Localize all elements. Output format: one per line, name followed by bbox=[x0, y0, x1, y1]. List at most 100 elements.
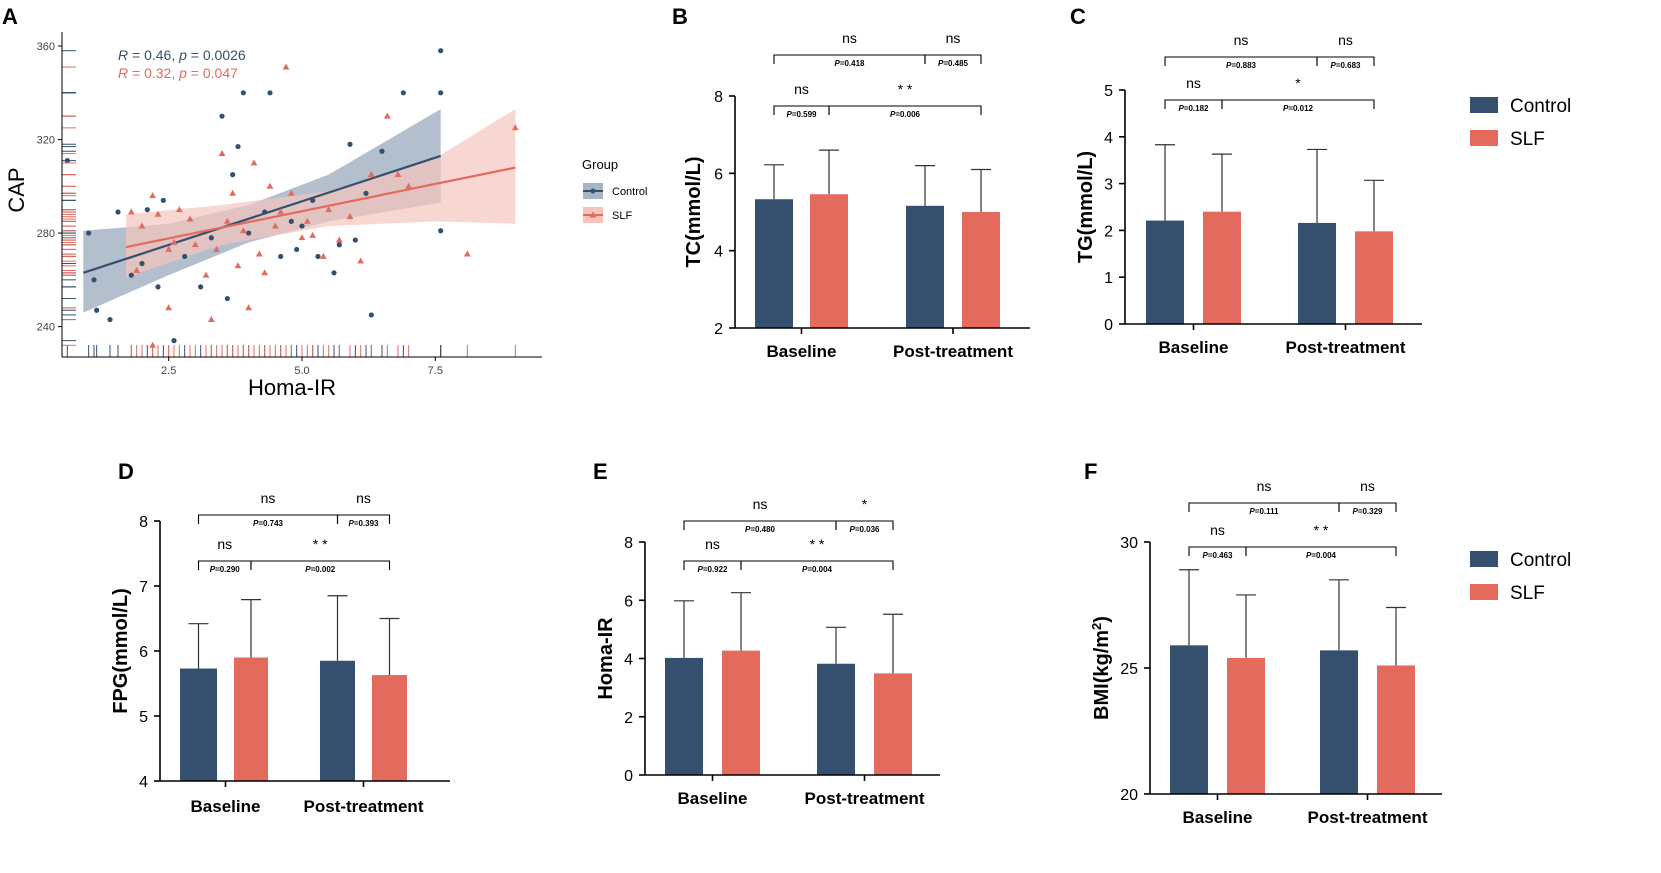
bar-control bbox=[180, 668, 217, 781]
significance-mark: * * bbox=[898, 81, 913, 97]
p-value-label: P=0.004 bbox=[802, 565, 833, 574]
significance-bracket bbox=[1221, 99, 1375, 109]
p-symbol: P bbox=[1352, 507, 1358, 516]
a-y-tick-label: 280 bbox=[37, 228, 55, 240]
significance-bracket bbox=[924, 54, 982, 64]
p-symbol: P bbox=[1306, 551, 1312, 560]
p-symbol: P bbox=[938, 59, 944, 68]
p-symbol: P bbox=[745, 525, 751, 534]
point-slf bbox=[346, 213, 354, 220]
significance-mark: * * bbox=[1314, 522, 1329, 538]
point-control bbox=[363, 190, 369, 196]
p-value-label: P=0.111 bbox=[1249, 507, 1279, 516]
y-axis-label: Homa-IR bbox=[595, 617, 617, 700]
significance-mark: ns bbox=[705, 536, 720, 552]
r-value: = 0.32, bbox=[128, 65, 179, 81]
category-label: Post-treatment bbox=[304, 797, 424, 816]
confidence-band-slf bbox=[126, 109, 516, 278]
legend-top-swatch-slf bbox=[1470, 130, 1498, 146]
p-value: =0.485 bbox=[943, 59, 968, 68]
a-legend-marker-control bbox=[590, 188, 596, 194]
rug-marks bbox=[62, 50, 516, 357]
a-stat-control: R = 0.46, p = 0.0026 bbox=[118, 47, 246, 63]
point-slf bbox=[149, 192, 157, 199]
point-control bbox=[139, 260, 145, 267]
a-y-tick-label: 320 bbox=[37, 135, 55, 147]
legend-bottom: Control SLF bbox=[1470, 550, 1571, 604]
y-tick-label: 1 bbox=[1104, 270, 1113, 287]
p-value-label: P=0.004 bbox=[1306, 551, 1337, 560]
significance-mark: * * bbox=[810, 536, 825, 552]
y-tick-label: 4 bbox=[1104, 130, 1113, 147]
point-slf bbox=[394, 171, 402, 178]
point-control bbox=[240, 90, 246, 96]
a-x-tick-label: 2.5 bbox=[161, 365, 176, 377]
point-slf bbox=[127, 208, 135, 215]
significance-bracket bbox=[1245, 546, 1397, 556]
point-slf bbox=[133, 266, 141, 273]
point-slf bbox=[239, 227, 247, 234]
y-tick-label: 6 bbox=[139, 644, 148, 661]
significance-bracket bbox=[835, 520, 894, 530]
p-value-label: P=0.012 bbox=[1283, 104, 1314, 113]
a-y-tick-label: 240 bbox=[37, 322, 55, 334]
point-slf bbox=[277, 208, 285, 215]
bar-control bbox=[1170, 645, 1208, 794]
point-slf bbox=[271, 222, 279, 229]
point-control bbox=[262, 209, 268, 215]
p-value: =0.329 bbox=[1358, 507, 1383, 516]
p-symbol: P bbox=[1283, 104, 1289, 113]
point-control bbox=[171, 338, 177, 344]
p-value-label: P=0.480 bbox=[745, 525, 776, 534]
bar-slf bbox=[1355, 231, 1393, 324]
significance-mark: ns bbox=[842, 30, 857, 46]
a-x-tick-label: 5.0 bbox=[294, 365, 309, 377]
point-control bbox=[235, 143, 241, 150]
p-symbol: P bbox=[849, 525, 855, 534]
p-value: =0.036 bbox=[855, 525, 880, 534]
bar-slf bbox=[1203, 211, 1241, 324]
bar-control bbox=[817, 663, 855, 775]
significance-mark: ns bbox=[261, 490, 276, 506]
p-symbol: P bbox=[1330, 61, 1336, 70]
category-label: Post-treatment bbox=[1286, 338, 1406, 357]
point-control bbox=[294, 246, 300, 253]
p-symbol: P bbox=[697, 565, 703, 574]
point-slf bbox=[309, 231, 317, 238]
point-control bbox=[198, 284, 204, 290]
point-slf bbox=[266, 182, 274, 189]
y-tick-label: 2 bbox=[1104, 223, 1113, 240]
p-value-label: P=0.418 bbox=[834, 59, 865, 68]
p-value: =0.743 bbox=[258, 519, 283, 528]
point-slf bbox=[367, 171, 375, 178]
point-slf bbox=[325, 206, 333, 213]
y-tick-label: 5 bbox=[139, 709, 148, 726]
point-control bbox=[230, 172, 236, 178]
p-value: = 0.047 bbox=[187, 65, 238, 81]
panel-label: C bbox=[1070, 4, 1086, 29]
category-label: Baseline bbox=[1183, 808, 1253, 827]
r-value: = 0.46, bbox=[128, 47, 179, 63]
a-y-tick-label: 360 bbox=[37, 41, 55, 53]
y-axis-label: TG(mmol/L) bbox=[1075, 151, 1097, 263]
bar-slf bbox=[372, 675, 407, 781]
point-slf bbox=[149, 341, 157, 348]
bar-control bbox=[1320, 650, 1358, 794]
significance-mark: * bbox=[862, 496, 868, 512]
bar-slf bbox=[1227, 657, 1265, 794]
point-control bbox=[86, 230, 92, 236]
significance-bracket bbox=[1316, 56, 1375, 66]
a-legend-marker-slf bbox=[589, 211, 597, 218]
point-slf bbox=[250, 159, 258, 166]
y-tick-label: 5 bbox=[1104, 83, 1113, 100]
point-slf bbox=[463, 250, 471, 257]
p-value: =0.922 bbox=[703, 565, 728, 574]
significance-mark: * * bbox=[313, 536, 328, 552]
p-value: =0.004 bbox=[807, 565, 832, 574]
point-control bbox=[91, 277, 97, 283]
y-axis-label: FPG(mmol/L) bbox=[110, 588, 132, 714]
bar-control bbox=[1298, 222, 1336, 324]
p-symbol: P bbox=[210, 565, 216, 574]
bar-slf bbox=[1377, 665, 1415, 794]
